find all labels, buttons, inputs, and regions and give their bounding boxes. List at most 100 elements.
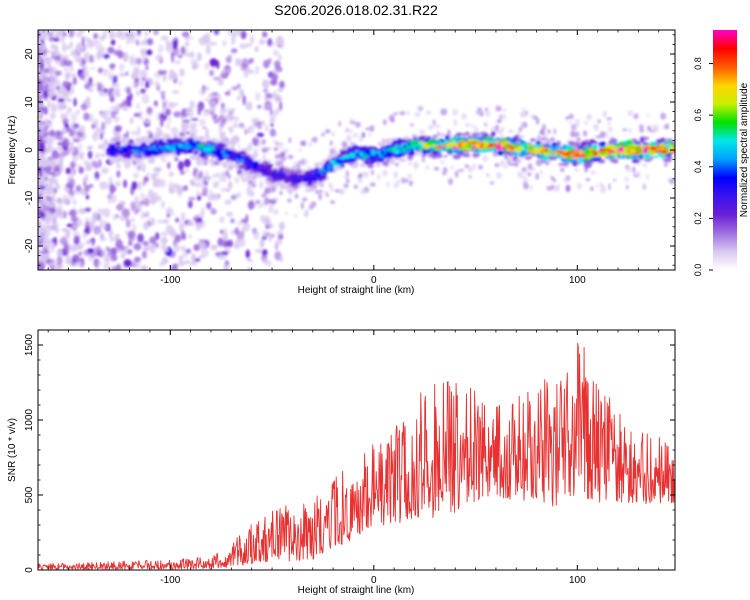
spectrogram-noise-blob [45, 185, 53, 195]
spectrogram-noise-blob [261, 147, 268, 153]
spectrogram-noise-blob [654, 127, 659, 133]
spectrogram-noise-blob [664, 162, 668, 167]
spectrogram-noise-blob [150, 195, 157, 205]
spectrogram-ridge-blob [380, 142, 386, 147]
spectrogram-noise-blob [230, 137, 237, 146]
y-tick-label: 1000 [24, 408, 35, 431]
spectrogram-noise-blob [56, 142, 64, 146]
spectrogram-noise-blob [215, 172, 220, 175]
spectrogram-noise-blob [167, 114, 172, 124]
spectrogram-noise-blob [94, 171, 100, 180]
spectrogram-ridge-blob [458, 143, 462, 148]
spectrogram-ridge-blob [439, 141, 446, 146]
spectrogram-noise-blob [38, 237, 43, 242]
spectrogram-noise-blob [138, 79, 145, 87]
spectrogram-noise-blob [47, 177, 52, 182]
spectrogram-heatmap [38, 30, 675, 270]
spectrogram-noise-blob [160, 35, 169, 41]
spectrogram-noise-blob [109, 237, 115, 242]
spectrogram-noise-blob [227, 126, 234, 131]
spectrogram-ridge-blob [147, 137, 153, 142]
spectrogram-noise-blob [184, 41, 190, 47]
spectrogram-noise-blob [63, 210, 67, 219]
spectrogram-noise-blob [43, 106, 49, 115]
spectrogram-noise-blob [160, 236, 168, 245]
spectrogram-noise-blob [273, 146, 279, 152]
spectrogram-noise-blob [238, 87, 243, 95]
spectrogram-noise-blob [260, 120, 266, 126]
spectrogram-noise-blob [419, 129, 426, 136]
chart-title: S206.2026.018.02.31.R22 [274, 2, 438, 18]
spectrogram-noise-blob [222, 232, 228, 241]
spectrogram-noise-blob [48, 90, 56, 97]
spectrogram-ridge-blob [600, 141, 606, 147]
spectrogram-noise-blob [221, 171, 226, 177]
x-tick-label: -100 [160, 275, 180, 286]
spectrogram-noise-blob [247, 125, 255, 130]
spectrogram-noise-blob [39, 68, 43, 72]
spectrogram-noise-blob [553, 138, 558, 141]
spectrogram-noise-blob [627, 110, 634, 117]
spectrogram-noise-blob [64, 67, 69, 72]
spectrogram-ridge-blob [347, 147, 352, 153]
spectrogram-noise-blob [150, 173, 157, 181]
spectrogram-noise-blob [46, 209, 52, 219]
spectrogram-noise-blob [59, 199, 64, 205]
spectrogram-noise-blob [257, 104, 262, 109]
spectrogram-noise-blob [144, 119, 151, 124]
spectrogram-ridge-blob [574, 142, 581, 147]
spectrogram-noise-blob [570, 130, 575, 138]
spectrogram-ridge-blob [666, 157, 672, 163]
spectrogram-noise-blob [72, 76, 77, 86]
spectrogram-noise-blob [44, 223, 51, 230]
spectrogram-noise-blob [262, 31, 268, 38]
spectrogram-noise-blob [225, 113, 234, 122]
spectrogram-noise-blob [103, 53, 110, 59]
spectrogram-noise-blob [41, 180, 47, 187]
spectrogram-ridge-blob [137, 148, 142, 151]
spectrogram-noise-blob [48, 74, 55, 83]
spectrogram-ridge-blob [393, 157, 400, 161]
spectrogram-noise-blob [425, 165, 430, 170]
spectrogram-noise-blob [261, 138, 266, 145]
spectrogram-noise-blob [81, 103, 87, 111]
spectrogram-noise-blob [161, 94, 165, 100]
spectrogram-ridge-blob [574, 152, 581, 157]
spectrogram-noise-blob [186, 107, 191, 116]
spectrogram-noise-blob [62, 80, 70, 89]
spectrogram-noise-blob [48, 259, 55, 263]
spectrogram-ridge-blob [450, 141, 457, 147]
spectrogram-noise-blob [78, 166, 84, 174]
spectrogram-noise-blob [283, 148, 289, 154]
spectrogram-noise-blob [246, 104, 253, 111]
spectrogram-noise-blob [201, 206, 205, 215]
spectrogram-noise-blob [136, 126, 141, 136]
spectrogram-noise-blob [143, 176, 149, 183]
colorbar-tick-label: 0.8 [693, 57, 703, 70]
spectrogram-ridge-blob [343, 154, 351, 159]
spectrogram-noise-blob [277, 54, 282, 61]
spectrogram-noise-blob [38, 116, 42, 120]
spectrogram-ridge-blob [593, 151, 598, 157]
spectrogram-ridge-blob [397, 140, 402, 145]
spectrogram-noise-blob [51, 102, 57, 112]
spectrogram-noise-blob [200, 192, 208, 197]
spectrogram-noise-blob [517, 171, 524, 179]
spectrogram-noise-blob [155, 167, 163, 172]
spectrogram-noise-blob [220, 102, 225, 110]
spectrogram-ridge-blob [368, 146, 373, 151]
spectrogram-noise-blob [49, 159, 57, 168]
spectrogram-noise-blob [495, 105, 502, 112]
spectrogram-noise-blob [275, 35, 284, 46]
spectrogram-noise-blob [60, 113, 66, 120]
spectrogram-noise-blob [220, 188, 228, 192]
spectrogram-noise-blob [485, 111, 491, 117]
spectrogram-noise-blob [394, 162, 399, 167]
spectrogram-noise-blob [93, 258, 100, 268]
spectrogram-noise-blob [464, 122, 471, 128]
spectrogram-ridge-blob [479, 144, 484, 150]
spectrogram-noise-blob [669, 178, 675, 185]
spectrogram-ridge-blob [530, 138, 536, 142]
spectrogram-noise-blob [126, 36, 131, 45]
spectrogram-noise-blob [141, 265, 148, 270]
